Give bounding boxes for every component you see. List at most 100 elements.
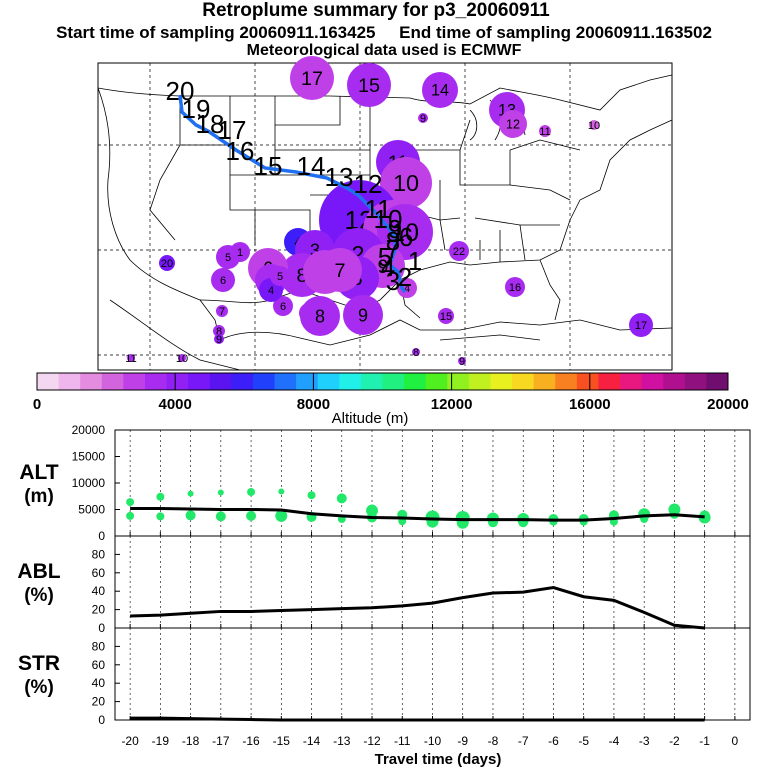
map-bubble-label: 9	[459, 356, 465, 368]
map-bubble-label: 9	[420, 113, 426, 125]
map-bubble	[159, 255, 175, 271]
y-tick-label: 5000	[78, 503, 105, 517]
x-tick-label: -15	[273, 734, 291, 748]
map-bubble	[629, 313, 653, 337]
map-bubble-label: 9	[358, 305, 368, 325]
colorbar-segment	[706, 373, 729, 390]
map-bubble	[216, 305, 228, 317]
x-tick-label: -19	[152, 734, 170, 748]
trajectory-day-label: 16	[226, 136, 255, 166]
altitude-point	[336, 493, 347, 504]
trajectory-day-label: 6	[399, 222, 413, 252]
panel-str: 80 60 40 20 0 STR(%)	[18, 627, 751, 727]
start-time: Start time of sampling 20060911.163425	[56, 23, 376, 42]
map-bubble	[589, 120, 599, 130]
map-bubble-label: 8	[315, 306, 325, 326]
map-bubble	[211, 268, 235, 292]
map-bubble	[380, 157, 432, 209]
end-time: End time of sampling 20060911.163502	[399, 23, 712, 42]
colorbar-label: Altitude (m)	[332, 410, 409, 427]
colorbar-segment	[123, 373, 146, 390]
map-bubble-label: 14	[431, 82, 449, 100]
map-bubble	[213, 325, 225, 337]
map-bubble	[422, 72, 458, 108]
map-bubble	[412, 348, 420, 356]
trajectory-line	[178, 94, 407, 294]
title-line-2: Start time of sampling 20060911.163425 E…	[0, 22, 768, 43]
map-bubble	[318, 248, 362, 292]
colorbar-segment	[447, 373, 470, 390]
x-tick-label: -4	[609, 734, 620, 748]
colorbar-segment	[339, 373, 362, 390]
map-bubble-label: 8	[296, 265, 307, 287]
colorbar-segment	[317, 373, 340, 390]
map-bubble	[290, 56, 334, 100]
map-bubble	[178, 354, 186, 362]
colorbar-tick-label: 20000	[707, 396, 749, 413]
map-bubble-label: 6	[220, 275, 226, 287]
x-tick-label: -20	[121, 734, 139, 748]
trajectory-day-label: 2	[398, 262, 412, 292]
x-tick-label: 0	[732, 734, 739, 748]
x-tick-label: -11	[394, 734, 411, 748]
trajectory-day-label: 11	[365, 194, 392, 224]
map-bubble-label: 10	[393, 170, 419, 196]
trajectory-day-label: 9	[388, 214, 402, 244]
map-bubble-label: 7	[334, 260, 345, 282]
x-tick-label: -2	[669, 734, 680, 748]
altitude-point	[307, 491, 316, 500]
y-tick-label: 0	[98, 621, 105, 635]
map-bubble-label: 4	[404, 283, 410, 295]
y-axis-unit: (%)	[24, 677, 54, 698]
colorbar-segment	[620, 373, 643, 390]
map-bubble	[300, 296, 340, 336]
x-tick-label: -7	[518, 734, 529, 748]
map-bubble	[418, 113, 428, 123]
trajectory-day-label: 17	[218, 115, 247, 145]
colorbar-tick-label: 16000	[569, 396, 611, 413]
map-bubble-label: 5	[225, 252, 231, 264]
map-bubble-label: 15	[358, 75, 380, 97]
map-bubble	[438, 308, 454, 324]
trajectory-day-label: 4	[381, 252, 395, 282]
map-bubble-label: 6	[280, 301, 286, 313]
colorbar-segment	[188, 373, 211, 390]
colorbar-tick-label: 8000	[297, 396, 330, 413]
map-bubble-label: 10	[588, 120, 600, 132]
x-tick-label: -1	[699, 734, 710, 748]
map-bubble	[505, 277, 525, 297]
colorbar-segment	[231, 373, 254, 390]
x-tick-label: -3	[639, 734, 650, 748]
y-tick-label: 40	[92, 676, 106, 690]
map-bubble-label: 12	[506, 117, 520, 131]
map-bubble	[127, 354, 135, 362]
altitude-point	[217, 489, 224, 496]
colorbar-segment	[274, 373, 297, 390]
map-bubble-label: 8	[413, 347, 419, 359]
y-axis-label: STR	[18, 652, 60, 675]
map-bubble	[273, 296, 293, 316]
map-bubble-label: 15	[440, 311, 452, 323]
colorbar-segment	[641, 373, 664, 390]
altitude-point	[278, 488, 285, 495]
colorbar-segment	[425, 373, 448, 390]
map-bubble	[343, 295, 383, 335]
plume-bubbles: 1715149131211101110121110432205187659876…	[125, 56, 653, 368]
colorbar-segment	[166, 373, 189, 390]
trajectory-day-label: 20	[166, 76, 195, 106]
colorbar-segment	[576, 373, 599, 390]
y-tick-label: 0	[98, 713, 105, 727]
colorbar-segment	[555, 373, 578, 390]
y-tick-label: 15000	[72, 450, 106, 464]
map-bubble-label: 22	[453, 246, 465, 258]
title-line-3: Meteorological data used is ECMWF	[246, 42, 522, 59]
colorbar-segment	[209, 373, 232, 390]
altitude-point	[126, 498, 135, 507]
trajectory-day-label: 19	[182, 94, 211, 124]
x-tick-label: -18	[182, 734, 200, 748]
colorbar-segment	[490, 373, 513, 390]
trajectory-day-label: 7	[386, 234, 400, 264]
colorbar-segment	[512, 373, 535, 390]
x-tick-label: -10	[424, 734, 442, 748]
